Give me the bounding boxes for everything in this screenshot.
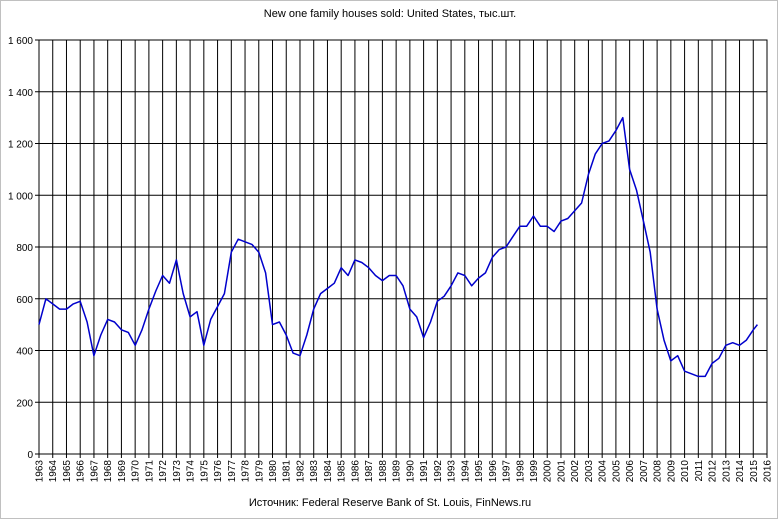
- x-tick-label: 1972: [158, 460, 169, 483]
- chart-title: New one family houses sold: United State…: [263, 8, 517, 20]
- x-tick-label: 2001: [556, 460, 567, 483]
- x-tick-label: 2012: [708, 460, 719, 483]
- x-tick-label: 1979: [254, 460, 265, 483]
- x-tick-label: 1996: [488, 460, 499, 483]
- x-tick-label: 2010: [680, 460, 691, 483]
- x-tick-label: 2009: [666, 460, 677, 483]
- x-tick-label: 1963: [35, 460, 46, 483]
- x-tick-label: 2003: [584, 460, 595, 483]
- x-tick-label: 1974: [186, 460, 197, 483]
- x-tick-label: 1987: [364, 460, 375, 483]
- y-tick-label: 800: [16, 243, 33, 254]
- plot-border: [38, 39, 768, 455]
- x-tick-label: 1980: [268, 460, 279, 483]
- x-tick-label: 1984: [323, 460, 334, 483]
- y-tick-label: 1 200: [8, 140, 33, 151]
- x-tick-label: 1986: [350, 460, 361, 483]
- x-tick-label: 2005: [611, 460, 622, 483]
- x-tick-label: 1973: [172, 460, 183, 483]
- x-tick-label: 1988: [378, 460, 389, 483]
- x-tick-label: 2015: [749, 460, 760, 483]
- x-tick-label: 1983: [309, 460, 320, 483]
- y-tick-label: 1 400: [8, 88, 33, 99]
- x-tick-label: 1978: [241, 460, 252, 483]
- y-tick-label: 1 000: [8, 191, 33, 202]
- x-tick-label: 1975: [199, 460, 210, 483]
- x-tick-label: 1965: [62, 460, 73, 483]
- x-tick-label: 1969: [117, 460, 128, 483]
- x-tick-label: 2000: [543, 460, 554, 483]
- x-tick-label: 1995: [474, 460, 485, 483]
- x-tick-label: 2008: [653, 460, 664, 483]
- x-tick-label: 2014: [735, 460, 746, 483]
- x-tick-label: 1966: [76, 460, 87, 483]
- x-tick-label: 1991: [419, 460, 430, 483]
- x-tick-label: 1992: [433, 460, 444, 483]
- x-tick-label: 1998: [515, 460, 526, 483]
- x-tick-label: 1967: [89, 460, 100, 483]
- x-tick-label: 1981: [282, 460, 293, 483]
- x-tick-label: 2007: [639, 460, 650, 483]
- x-tick-label: 1994: [460, 460, 471, 483]
- x-tick-label: 2006: [625, 460, 636, 483]
- x-tick-label: 1977: [227, 460, 238, 483]
- x-tick-label: 1990: [405, 460, 416, 483]
- series-line: [38, 116, 758, 378]
- y-tick-label: 1 600: [8, 36, 33, 47]
- y-tick-label: 400: [16, 347, 33, 358]
- x-tick-label: 1993: [447, 460, 458, 483]
- x-tick-label: 2011: [694, 460, 705, 482]
- x-tick-label: 2004: [598, 460, 609, 483]
- x-tick-label: 2002: [570, 460, 581, 483]
- x-tick-label: 2016: [763, 460, 774, 483]
- x-tick-label: 1985: [337, 460, 348, 483]
- x-tick-label: 1997: [502, 460, 513, 483]
- x-tick-label: 1982: [295, 460, 306, 483]
- chart-source: Источник: Federal Reserve Bank of St. Lo…: [248, 497, 532, 509]
- x-tick-label: 1999: [529, 460, 540, 483]
- x-tick-label: 1976: [213, 460, 224, 483]
- x-tick-label: 1971: [144, 460, 155, 483]
- x-tick-label: 1964: [48, 460, 59, 483]
- x-tick-label: 1968: [103, 460, 114, 483]
- x-tick-label: 2013: [721, 460, 732, 483]
- y-tick-label: 600: [16, 295, 33, 306]
- y-tick-label: 200: [16, 398, 33, 409]
- x-tick-label: 1970: [131, 460, 142, 483]
- y-tick-label: 0: [27, 450, 33, 461]
- x-tick-label: 1989: [392, 460, 403, 483]
